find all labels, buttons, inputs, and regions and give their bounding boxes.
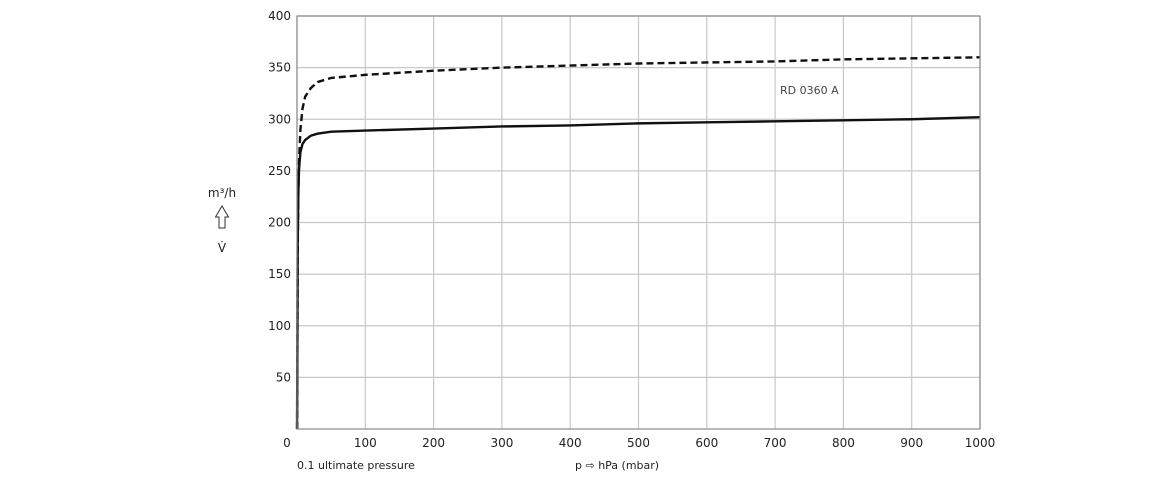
plot-frame [296, 15, 981, 430]
grid [296, 15, 981, 429]
y-axis-unit: m³/h [208, 186, 236, 200]
x-origin-note: 0.1 ultimate pressure [297, 459, 415, 472]
x-tick-label: 700 [764, 436, 787, 450]
y-axis-symbol: V̇ [218, 241, 227, 255]
x-tick-label: 200 [422, 436, 445, 450]
x-tick-label: 500 [627, 436, 650, 450]
series-line-solid [295, 115, 981, 430]
y-tick-label: 100 [268, 319, 291, 333]
x-tick-label: 800 [832, 436, 855, 450]
y-tick-label: 150 [268, 267, 291, 281]
y-tick-label: 350 [268, 61, 291, 75]
x-tick-label: 600 [695, 436, 718, 450]
x-axis-label: p ⇨ hPa (mbar) [575, 459, 659, 472]
y-tick-label: 50 [276, 370, 291, 384]
y-tick-label: 400 [268, 9, 291, 23]
y-tick-label: 300 [268, 112, 291, 126]
x-tick-label: 1000 [965, 436, 996, 450]
x-tick-label: 400 [559, 436, 582, 450]
y-tick-label: 250 [268, 164, 291, 178]
x-tick-label: 100 [354, 436, 377, 450]
x-tick-label: 0 [283, 436, 291, 450]
x-tick-label: 900 [900, 436, 923, 450]
x-tick-label: 300 [490, 436, 513, 450]
up-arrow-icon [214, 205, 230, 229]
axes: 0 100 200 300 400 500 600 700 800 900 1000 50 100 150… [268, 9, 995, 450]
series-annotation: RD 0360 A [780, 84, 839, 97]
series-layer [295, 56, 981, 430]
y-tick-label: 200 [268, 216, 291, 230]
